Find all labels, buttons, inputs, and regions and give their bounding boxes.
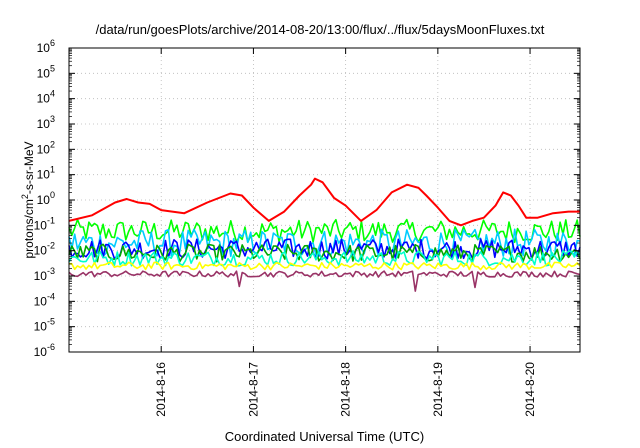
chart-title: /data/run/goesPlots/archive/2014-08-20/1… [95, 22, 545, 37]
series-line-red [68, 177, 580, 227]
y-tick-label: 10-4 [34, 291, 55, 308]
y-tick-label: 102 [37, 139, 55, 156]
x-tick-label: 2014-8-18 [339, 362, 353, 417]
y-tick-label: 106 [37, 38, 55, 55]
y-axis-label: protons/cm2-s-sr-MeV [20, 141, 36, 259]
series-line [68, 238, 581, 260]
y-tick-label: 10-3 [34, 266, 55, 283]
y-tick-label: 105 [37, 63, 55, 80]
grid [69, 48, 580, 352]
y-tick-label: 10-2 [34, 241, 55, 258]
series-line [68, 270, 581, 292]
y-tick-label: 104 [37, 89, 55, 106]
axis-ticks: 10-6 10-5 10-4 10-3 10-2 10-1 100 101 102 103 104 1… [34, 38, 580, 417]
y-tick-label: 103 [37, 114, 55, 131]
series-line [68, 243, 581, 263]
plot-frame [68, 47, 581, 353]
y-tick-label: 10-6 [34, 342, 55, 359]
y-tick-label: 10-5 [34, 317, 55, 334]
series-layer [68, 177, 581, 292]
series-line [68, 261, 581, 271]
x-tick-label: 2014-8-19 [431, 362, 445, 417]
series-line [68, 250, 581, 267]
series-line [68, 218, 581, 243]
x-tick-label: 2014-8-17 [246, 362, 260, 417]
x-axis-label: Coordinated Universal Time (UTC) [224, 429, 425, 444]
y-tick-label: 100 [37, 190, 55, 207]
x-tick-label: 2014-8-20 [523, 362, 537, 417]
x-tick-label: 2014-8-16 [154, 362, 168, 417]
y-tick-label: 101 [37, 165, 55, 182]
y-tick-label: 10-1 [34, 215, 55, 232]
